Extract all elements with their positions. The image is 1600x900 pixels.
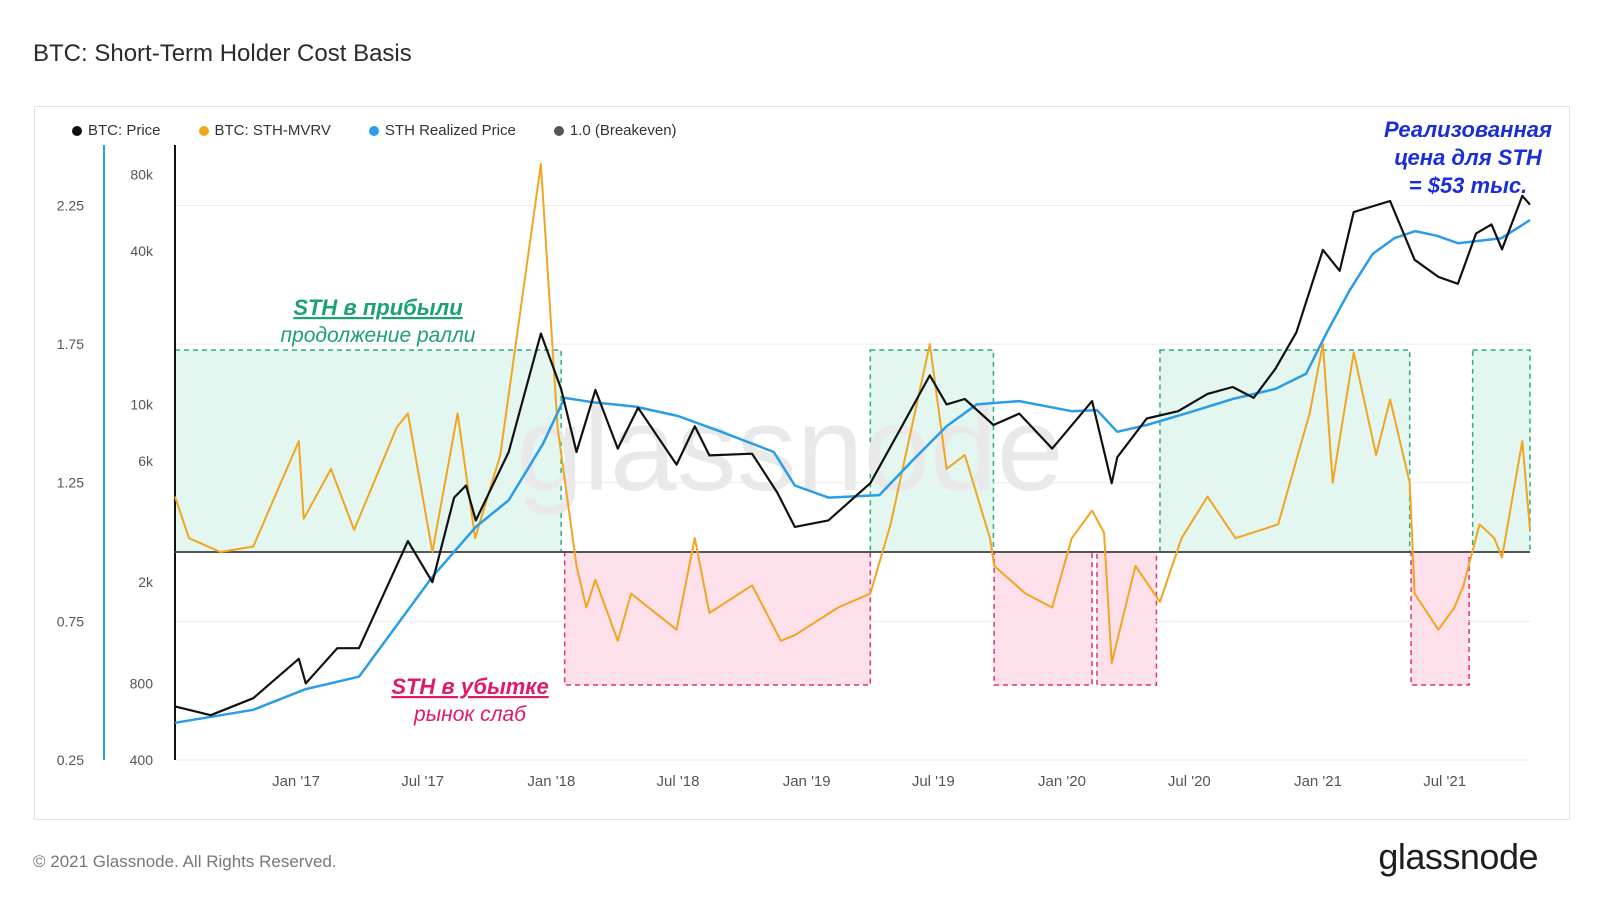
legend-dot-breakeven <box>553 125 564 136</box>
legend: BTC: Price BTC: STH-MVRV STH Realized Pr… <box>72 122 677 139</box>
legend-label-mvrv: BTC: STH-MVRV <box>214 122 331 139</box>
legend-item-price[interactable]: BTC: Price <box>72 122 161 139</box>
legend-dot-mvrv <box>198 125 209 136</box>
x-tick-label-2: Jan '18 <box>527 773 575 790</box>
x-tick-label-0: Jan '17 <box>272 773 320 790</box>
price-tick-label-2: 10k <box>130 396 154 412</box>
x-tick-label-7: Jul '20 <box>1168 773 1211 790</box>
x-tick-label-9: Jul '21 <box>1423 773 1466 790</box>
profit-zone-1 <box>869 349 995 553</box>
series-btc-price <box>174 194 1531 717</box>
x-tick-label-3: Jul '18 <box>657 773 700 790</box>
price-tick-label-5: 800 <box>130 675 154 691</box>
glassnode-logo[interactable]: glassnode <box>1378 836 1538 877</box>
annotation-realized-line2: цена для STH <box>1394 145 1543 170</box>
copyright-footer: © 2021 Glassnode. All Rights Reserved. <box>33 852 337 871</box>
annotation-realized-line1: Реализованная <box>1384 117 1552 142</box>
loss-zone-1 <box>993 551 1093 686</box>
price-tick-label-3: 6k <box>138 453 154 469</box>
annotation-profit-sub: продолжение ралли <box>281 324 476 347</box>
profit-zone-2 <box>1159 349 1411 553</box>
legend-label-breakeven: 1.0 (Breakeven) <box>569 122 677 139</box>
legend-label-realized: STH Realized Price <box>384 122 516 139</box>
chart-frame <box>34 106 1570 820</box>
mvrv-tick-label-2: 1.25 <box>57 475 84 491</box>
legend-item-mvrv[interactable]: BTC: STH-MVRV <box>198 122 331 139</box>
x-tick-label-5: Jul '19 <box>912 773 955 790</box>
legend-dot-realized <box>368 125 379 136</box>
legend-item-breakeven[interactable]: 1.0 (Breakeven) <box>553 122 677 139</box>
chart-title: BTC: Short-Term Holder Cost Basis <box>33 40 412 67</box>
x-tick-label-6: Jan '20 <box>1038 773 1086 790</box>
price-tick-label-1: 40k <box>130 243 154 259</box>
annotation-profit-title: STH в прибыли <box>293 295 463 320</box>
profit-zone-0 <box>174 349 562 553</box>
mvrv-tick-label-3: 0.75 <box>57 613 84 629</box>
zones-layer <box>174 349 1531 686</box>
x-tick-label-1: Jul '17 <box>401 773 444 790</box>
legend-dot-price <box>72 125 82 136</box>
annotation-loss-sub: рынок слаб <box>413 703 527 726</box>
price-tick-label-4: 2k <box>138 574 154 590</box>
price-tick-label-6: 400 <box>130 752 154 768</box>
loss-zone-3 <box>1410 551 1470 686</box>
series-layer <box>174 162 1531 725</box>
x-tick-label-8: Jan '21 <box>1294 773 1342 790</box>
axes-layer: 2.25 1.75 1.25 0.75 0.25 80k 40k 10k 6k 2k 800 400 J… <box>57 145 1466 790</box>
series-sth-mvrv <box>174 162 1531 664</box>
annotation-loss-title: STH в убытке <box>391 674 548 699</box>
x-tick-label-4: Jan '19 <box>783 773 831 790</box>
mvrv-tick-label-4: 0.25 <box>57 752 84 768</box>
price-tick-label-0: 80k <box>130 167 154 183</box>
mvrv-tick-label-0: 2.25 <box>57 197 84 213</box>
legend-label-price: BTC: Price <box>88 122 161 139</box>
series-sth-realized-price <box>174 219 1531 725</box>
mvrv-tick-label-1: 1.75 <box>57 336 84 352</box>
annotation-realized-line3: = $53 тыс. <box>1409 173 1527 198</box>
legend-item-realized[interactable]: STH Realized Price <box>368 122 516 139</box>
